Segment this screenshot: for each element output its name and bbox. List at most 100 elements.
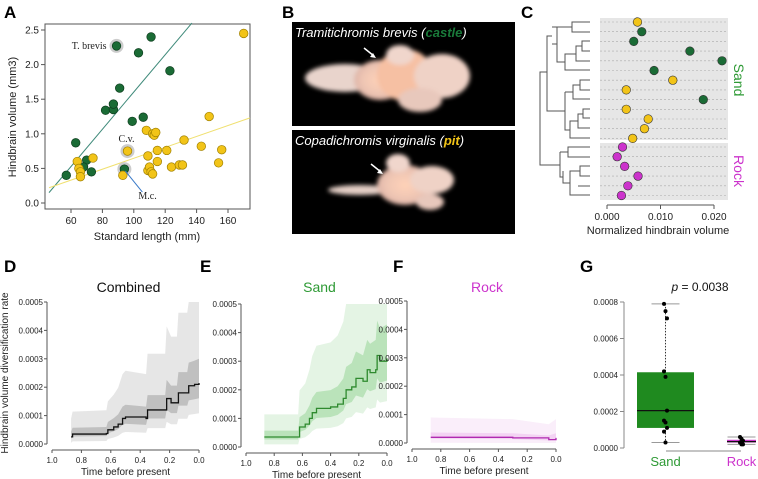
- panel-label-a: A: [4, 3, 16, 22]
- y-tick-label: 0.0004: [213, 329, 238, 338]
- x-tick-label: 0.4: [325, 459, 337, 468]
- p-symbol: p: [670, 280, 678, 294]
- scatter-panel-c: Sand Rock 0.000 0.010 0.020 Normalized hindbr…: [587, 17, 747, 237]
- data-point-pit: [204, 111, 214, 122]
- species-label-top: Tramitichromis brevis (castle): [295, 25, 467, 40]
- data-point-sand: [663, 374, 668, 379]
- brain-image-castle: [305, 45, 470, 112]
- x-axis-label: Time before present: [439, 466, 528, 477]
- species-point-sand: [632, 17, 643, 27]
- brain-photo-top: Tramitichromis brevis (castle): [292, 22, 515, 126]
- data-point-pit: [217, 145, 227, 155]
- mean-rate-line: [264, 354, 388, 438]
- species-point-rock: [633, 171, 643, 181]
- species-point-sand: [637, 27, 647, 37]
- y-tick-label: 0.0004: [594, 371, 619, 380]
- x-tick-label: 0.4: [135, 456, 147, 465]
- y-tick-label: 1.0: [25, 129, 39, 140]
- data-point-sand: [665, 425, 669, 430]
- data-point-sand: [663, 440, 668, 445]
- x-tick-label: 1.0: [46, 456, 58, 465]
- x-tick-label: 0.8: [76, 456, 88, 465]
- line-panel-e: Sand 0.0000 0.0001 0.0002 0.0003 0.0004 0.0005…: [213, 279, 394, 479]
- data-point-pit: [143, 151, 153, 161]
- data-point-sand: [665, 408, 669, 413]
- x-tick-label: 100: [125, 216, 142, 227]
- x-tick-label: 0.2: [522, 455, 534, 464]
- data-point-pit: [152, 145, 163, 156]
- y-tick-label: 0.0000: [379, 439, 404, 448]
- arrow-icon: [363, 47, 376, 58]
- y-tick-label: 0.0004: [19, 326, 44, 335]
- scatter-panel-a: 60 80 100 120 140 160 0.0 0.5 1.0 1.5 2.0 2.5 Standa…: [7, 22, 251, 243]
- data-point-rock: [741, 438, 745, 443]
- x-tick-label: 120: [157, 216, 174, 227]
- species-point-rock: [612, 152, 622, 162]
- group-label-rock: Rock: [727, 454, 757, 469]
- annotation-pointer: [124, 170, 143, 193]
- group-label-sand: Sand: [650, 454, 680, 469]
- y-tick-label: 0.0005: [19, 298, 44, 307]
- panel-label-d: D: [4, 257, 16, 276]
- phylogeny-tree: [539, 21, 590, 196]
- panel-title: Sand: [303, 279, 336, 295]
- mean-rate-line: [71, 382, 200, 438]
- data-point-pit: [151, 127, 161, 138]
- y-tick-label: 0.0002: [594, 408, 619, 417]
- y-tick-label: 0.0003: [213, 357, 238, 366]
- data-point-pit: [239, 28, 249, 39]
- species-point-sand: [717, 56, 727, 66]
- panel-title: Combined: [97, 279, 161, 295]
- y-tick-label: 0.0: [25, 199, 39, 210]
- species-point-sand: [621, 104, 631, 114]
- panel-label-g: G: [580, 257, 593, 276]
- x-tick-label: 0.6: [297, 459, 309, 468]
- uncertainty-band-inner: [71, 358, 199, 439]
- x-tick-label: 0.6: [464, 455, 476, 464]
- box-panel-g: 0.0000 0.0002 0.0004 0.0006 0.0008 p = 0.0038…: [594, 280, 757, 469]
- line-panel-d: Combined 0.0000 0.0001 0.0002 0.0003 0.0004 0.…: [0, 279, 205, 478]
- data-point-castle: [86, 167, 97, 177]
- data-point-castle: [133, 48, 144, 58]
- panel-label-f: F: [393, 257, 403, 276]
- species-point-sand: [649, 65, 659, 76]
- data-point-pit: [147, 169, 158, 179]
- data-point-castle: [111, 41, 122, 51]
- mean-rate-line: [430, 436, 557, 441]
- uncertainty-band-outer: [430, 417, 556, 443]
- data-point-pit: [179, 135, 189, 145]
- data-point-castle: [115, 83, 125, 93]
- y-tick-label: 0.0004: [379, 325, 404, 334]
- fit-line-castle: [48, 22, 193, 193]
- data-point-castle: [100, 105, 111, 115]
- data-point-pit: [75, 172, 86, 182]
- x-axis-label: Normalized hindbrain volume: [587, 225, 729, 237]
- annotation-mc: M.c.: [138, 191, 156, 202]
- species-point-sand: [698, 94, 708, 105]
- x-tick-label: 1.0: [406, 455, 418, 464]
- data-point-castle: [146, 32, 156, 42]
- data-point-castle: [71, 138, 81, 148]
- panel-label-e: E: [200, 257, 211, 276]
- y-tick-label: 0.0002: [213, 386, 238, 395]
- x-tick-label: 160: [220, 216, 237, 227]
- data-point-castle: [61, 170, 71, 180]
- x-axis-label: Standard length (mm): [94, 231, 200, 243]
- data-point-sand: [663, 420, 668, 425]
- y-tick-label: 2.5: [25, 26, 39, 37]
- data-point-sand: [665, 316, 669, 321]
- y-tick-label: 0.0003: [379, 354, 404, 363]
- x-tick-label: 0.8: [269, 459, 281, 468]
- data-point-pit: [213, 158, 224, 168]
- x-tick-label: 0.6: [105, 456, 117, 465]
- x-axis-label: Time before present: [81, 467, 170, 478]
- x-tick-label: 60: [65, 216, 77, 227]
- x-tick-label: 0.4: [493, 455, 505, 464]
- panel-title: Rock: [471, 279, 504, 295]
- y-tick-label: 0.0005: [213, 300, 238, 309]
- group-label-sand: Sand: [731, 64, 747, 97]
- data-point-pit: [162, 145, 172, 156]
- x-tick-label: 0.0: [193, 456, 205, 465]
- rock-background: [600, 143, 728, 200]
- data-point-pit: [122, 146, 133, 156]
